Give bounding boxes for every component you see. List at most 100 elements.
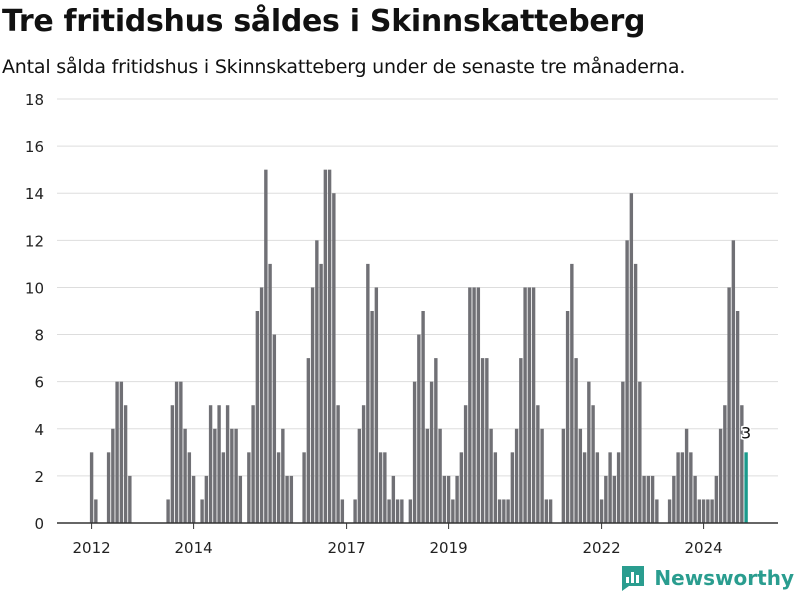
bar bbox=[400, 499, 404, 523]
bar bbox=[710, 499, 714, 523]
bar bbox=[170, 405, 175, 523]
bar bbox=[217, 405, 221, 523]
bar bbox=[701, 499, 706, 523]
bar bbox=[740, 405, 744, 523]
y-tick-label: 4 bbox=[34, 421, 44, 439]
bar bbox=[587, 381, 591, 523]
y-tick-label: 18 bbox=[25, 91, 44, 109]
bar bbox=[221, 452, 226, 523]
bar bbox=[361, 405, 366, 523]
bar bbox=[310, 287, 315, 523]
bar bbox=[531, 287, 536, 523]
bar bbox=[446, 475, 451, 523]
bar bbox=[391, 475, 396, 523]
bar bbox=[548, 499, 553, 523]
bar bbox=[204, 475, 209, 523]
bar bbox=[655, 499, 659, 523]
bar bbox=[183, 428, 187, 523]
bar bbox=[476, 287, 481, 523]
bar bbox=[174, 381, 179, 523]
x-tick-label: 2019 bbox=[430, 539, 468, 557]
x-tick-label: 2014 bbox=[175, 539, 213, 557]
bar bbox=[459, 452, 464, 523]
bar bbox=[319, 263, 323, 523]
brand-name: Newsworthy bbox=[654, 566, 794, 590]
bar bbox=[510, 452, 515, 523]
bar bbox=[646, 475, 651, 523]
bar bbox=[434, 358, 438, 523]
bar bbox=[417, 334, 421, 523]
bar bbox=[621, 381, 625, 523]
bar bbox=[251, 405, 255, 523]
x-tick-label: 2024 bbox=[685, 539, 723, 557]
bar bbox=[179, 381, 183, 523]
bar bbox=[638, 381, 642, 523]
bar bbox=[315, 240, 319, 524]
bar bbox=[676, 452, 680, 523]
bar bbox=[455, 475, 459, 523]
bar bbox=[191, 475, 196, 523]
bar bbox=[285, 475, 289, 523]
bar bbox=[238, 475, 243, 523]
bar bbox=[213, 428, 217, 523]
bar bbox=[374, 287, 379, 523]
bar bbox=[200, 499, 204, 523]
bar bbox=[625, 240, 629, 524]
bar bbox=[94, 499, 98, 523]
bar bbox=[111, 428, 115, 523]
bar bbox=[519, 358, 523, 523]
chart-subtitle: Antal sålda fritidshus i Skinnskatteberg… bbox=[2, 56, 686, 78]
bar bbox=[234, 428, 238, 523]
bar bbox=[306, 358, 311, 523]
bar bbox=[272, 334, 277, 523]
bar bbox=[128, 475, 132, 523]
bar bbox=[408, 499, 413, 523]
y-tick-label: 12 bbox=[25, 232, 44, 250]
bar bbox=[506, 499, 510, 523]
bar bbox=[425, 428, 430, 523]
bar bbox=[485, 358, 489, 523]
x-tick-label: 2022 bbox=[583, 539, 621, 557]
bar bbox=[582, 452, 587, 523]
bar bbox=[629, 193, 634, 523]
bar bbox=[187, 452, 192, 523]
bar bbox=[540, 428, 544, 523]
bar bbox=[561, 428, 566, 523]
bar bbox=[383, 452, 387, 523]
y-tick-label: 10 bbox=[25, 279, 44, 297]
bar bbox=[255, 311, 260, 523]
bar bbox=[523, 287, 527, 523]
bar bbox=[693, 475, 697, 523]
y-tick-label: 6 bbox=[34, 374, 44, 392]
bar bbox=[442, 475, 447, 523]
bar bbox=[599, 499, 604, 523]
bar bbox=[536, 405, 540, 523]
bar bbox=[230, 428, 234, 523]
y-tick-label: 0 bbox=[34, 515, 44, 533]
bar bbox=[706, 499, 710, 523]
bar bbox=[468, 287, 472, 523]
bar bbox=[616, 452, 621, 523]
bar bbox=[574, 358, 578, 523]
bar bbox=[608, 452, 612, 523]
bar bbox=[119, 381, 124, 523]
bar bbox=[689, 452, 693, 523]
bar bbox=[387, 499, 391, 523]
brand-logo: Newsworthy bbox=[620, 564, 794, 592]
bar bbox=[680, 452, 685, 523]
bar bbox=[323, 169, 328, 523]
bar bbox=[247, 452, 251, 523]
bar bbox=[463, 405, 468, 523]
bar bbox=[327, 169, 332, 523]
bar bbox=[472, 287, 476, 523]
bar-highlight bbox=[744, 452, 748, 523]
bar bbox=[378, 452, 383, 523]
bar bbox=[514, 428, 519, 523]
bar bbox=[578, 428, 583, 523]
x-tick-label: 2012 bbox=[73, 539, 111, 557]
bar bbox=[672, 475, 676, 523]
bar bbox=[115, 381, 119, 523]
bar bbox=[289, 475, 294, 523]
bar bbox=[544, 499, 549, 523]
